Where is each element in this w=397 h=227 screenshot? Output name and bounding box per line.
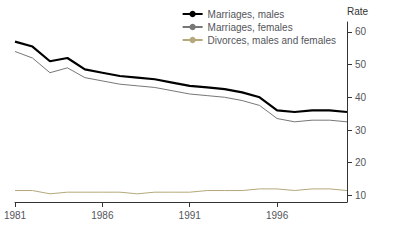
svg-text:1996: 1996 (266, 210, 289, 221)
svg-text:1986: 1986 (91, 210, 114, 221)
svg-text:20: 20 (355, 157, 367, 168)
svg-text:10: 10 (355, 190, 367, 201)
svg-text:Divorces, males and females: Divorces, males and females (208, 35, 336, 46)
svg-text:50: 50 (355, 59, 367, 70)
svg-text:1981: 1981 (4, 210, 27, 221)
svg-text:Marriages, females: Marriages, females (208, 22, 293, 33)
svg-text:1991: 1991 (179, 210, 202, 221)
svg-text:Marriages, males: Marriages, males (208, 9, 285, 20)
svg-text:Rate: Rate (347, 6, 369, 17)
svg-text:40: 40 (355, 92, 367, 103)
svg-text:30: 30 (355, 125, 367, 136)
svg-text:60: 60 (355, 26, 367, 37)
